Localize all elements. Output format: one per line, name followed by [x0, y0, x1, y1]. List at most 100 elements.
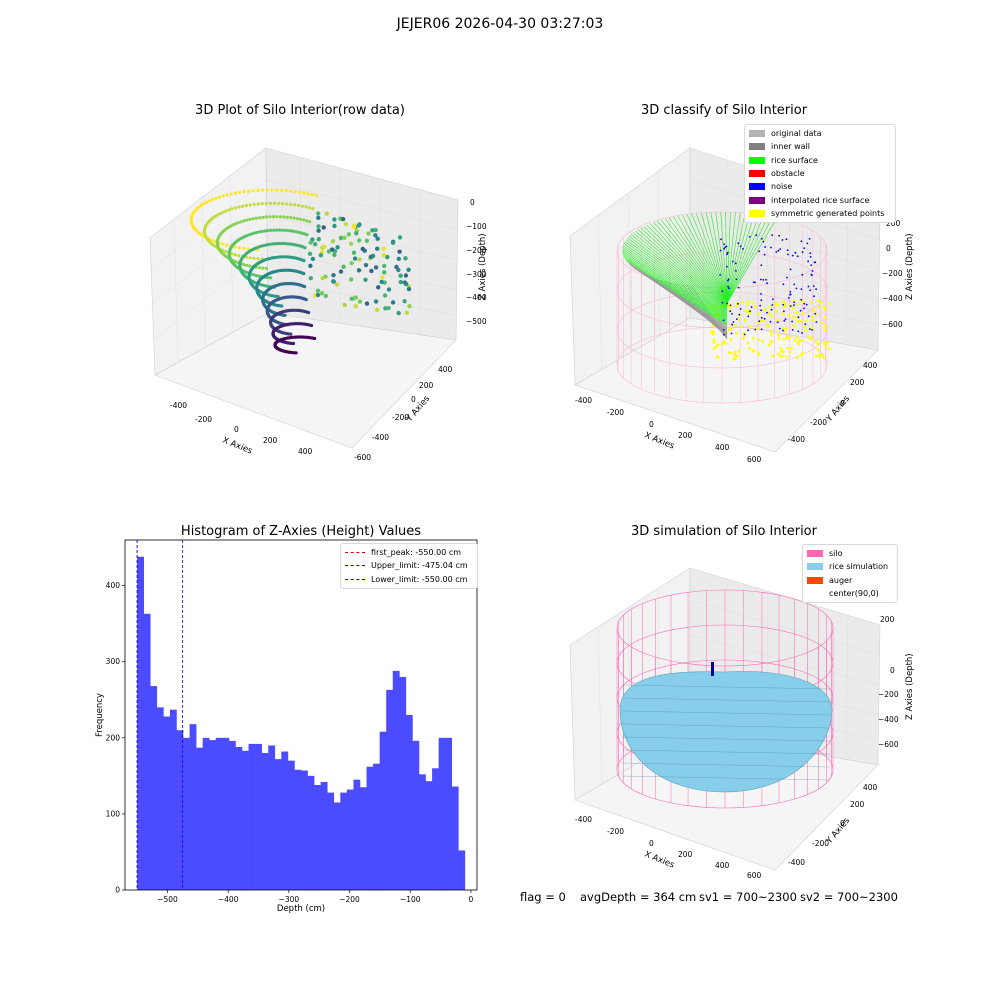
surface-line [715, 212, 728, 301]
data-point [390, 300, 396, 305]
y-tick-label: 200 [106, 733, 121, 742]
data-point [261, 215, 265, 219]
p2-ztick-1: 0 [886, 244, 891, 253]
histogram-bar [366, 766, 374, 890]
histogram-vlines [136, 540, 184, 890]
p3-xtick-4: 400 [715, 861, 730, 870]
data-point [349, 260, 354, 266]
p1-xtick-4: 400 [298, 447, 313, 456]
symmetric-point [787, 336, 791, 340]
surface-line [673, 216, 728, 303]
data-point [242, 219, 246, 223]
legend-label: noise [771, 182, 793, 192]
noise-point [728, 287, 730, 290]
surface-line [622, 244, 728, 318]
legend-line [345, 552, 365, 554]
silo-ring [616, 589, 834, 667]
symmetric-point [817, 353, 821, 357]
histogram-bar [333, 802, 341, 890]
symmetric-point [814, 340, 818, 343]
panel3-legend-item: silo [807, 547, 893, 560]
symmetric-point [780, 354, 784, 358]
noise-point [760, 316, 763, 319]
histogram-bar [386, 689, 394, 890]
data-point [307, 251, 313, 256]
surface-line [696, 213, 728, 301]
data-point [334, 282, 340, 287]
data-point [366, 231, 371, 236]
data-point [233, 245, 237, 249]
symmetric-point [791, 307, 795, 310]
noise-point [760, 293, 762, 295]
data-point [271, 215, 276, 219]
data-point [207, 199, 212, 203]
p2-ytick-1: -200 [810, 418, 827, 427]
symmetric-point [752, 336, 755, 340]
data-point [386, 287, 392, 292]
data-point [313, 242, 318, 247]
surface-line [726, 214, 760, 302]
data-point [311, 207, 315, 211]
data-point [287, 242, 291, 246]
histogram-bar [183, 737, 190, 890]
data-point [249, 232, 254, 236]
noise-point [723, 248, 726, 250]
symmetric-point [712, 341, 716, 345]
data-point [255, 230, 259, 235]
panel2-legend-item: original data [749, 127, 891, 140]
noise-point [750, 306, 753, 308]
data-point [352, 256, 358, 261]
data-point [252, 231, 256, 235]
data-point [295, 230, 299, 234]
data-point [231, 223, 235, 227]
surface-line [627, 261, 728, 327]
symmetric-point [810, 301, 814, 305]
data-point [369, 268, 374, 274]
data-point [214, 196, 218, 200]
data-point [314, 194, 318, 198]
symmetric-point [777, 333, 780, 337]
symmetric-point [749, 324, 752, 328]
data-point [268, 276, 273, 280]
symmetric-point [792, 324, 796, 327]
histogram-bar [235, 746, 243, 890]
symmetric-point [746, 342, 750, 345]
data-point [293, 203, 297, 207]
data-point [397, 235, 403, 240]
surface-line [627, 237, 728, 314]
noise-point [721, 290, 724, 293]
noise-point [760, 328, 763, 331]
legend-label: rice surface [771, 155, 818, 165]
symmetric-point [823, 315, 827, 318]
noise-point [749, 310, 751, 313]
data-point [265, 188, 269, 192]
symmetric-point [777, 352, 780, 356]
histogram-bar [255, 743, 262, 890]
symmetric-point [782, 337, 785, 341]
data-point [373, 299, 379, 304]
data-point [397, 249, 402, 254]
noise-point [800, 240, 803, 243]
p2-xtick-5: 600 [747, 455, 762, 464]
noise-point [783, 310, 785, 313]
sv2-text: sv2 = 700~2300 [800, 890, 898, 904]
histogram-bar [353, 779, 361, 890]
surface-line [623, 256, 728, 324]
surface-line [637, 229, 728, 310]
noise-point [729, 304, 732, 307]
data-point [227, 208, 231, 212]
noise-point [748, 235, 751, 238]
data-point [351, 250, 357, 255]
symmetric-point [712, 332, 715, 336]
histogram-bar [359, 787, 367, 890]
p2-ztick-3: −400 [882, 294, 903, 303]
data-point [257, 230, 261, 234]
symmetric-point [796, 336, 799, 339]
data-point [300, 231, 304, 235]
noise-point [764, 246, 766, 248]
p2-ytick-3: 200 [850, 378, 865, 387]
noise-point [747, 329, 749, 332]
symmetric-point [761, 340, 764, 343]
p1-xtick-0: -400 [170, 401, 187, 410]
x-tick-label: −500 [157, 895, 178, 904]
